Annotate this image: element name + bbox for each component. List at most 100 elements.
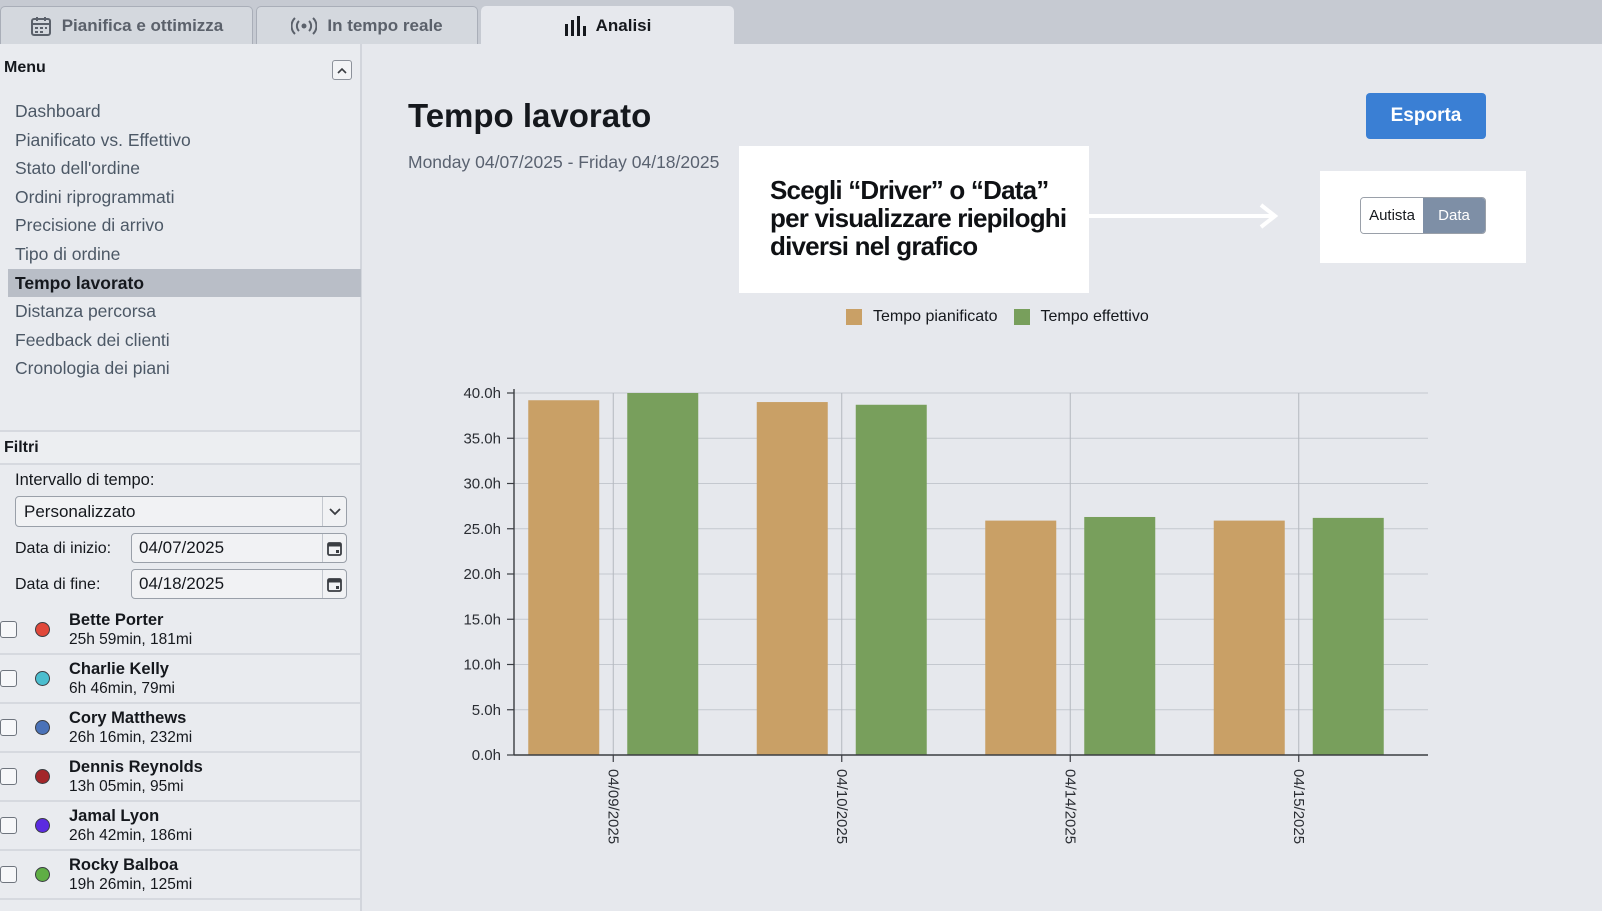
- time-range-select[interactable]: Personalizzato: [15, 496, 347, 527]
- driver-row[interactable]: Dennis Reynolds 13h 05min, 95mi: [0, 753, 360, 802]
- tab-label: Analisi: [595, 15, 652, 35]
- menu-item-planned-vs-actual[interactable]: Pianificato vs. Effettivo: [15, 129, 191, 150]
- menu-item-time-worked[interactable]: Tempo lavorato: [8, 268, 361, 298]
- driver-name: Cory Matthews: [69, 709, 187, 727]
- menu-item-plan-history[interactable]: Cronologia dei piani: [15, 358, 170, 379]
- group-by-toggle: Autista Data: [1360, 197, 1486, 234]
- driver-checkbox[interactable]: [0, 670, 17, 687]
- driver-row[interactable]: Jamal Lyon 26h 42min, 186mi: [0, 802, 360, 851]
- chevron-down-icon: [322, 497, 346, 526]
- legend-item[interactable]: Tempo effettivo: [1013, 308, 1149, 326]
- bar-chart-icon: [564, 15, 586, 36]
- time-range-value: Personalizzato: [24, 501, 136, 521]
- driver-color-dot: [35, 769, 50, 784]
- driver-name: Bette Porter: [69, 611, 164, 629]
- driver-stats: 13h 05min, 95mi: [69, 778, 184, 795]
- y-tick-label: 10.0h: [463, 657, 501, 674]
- y-tick-label: 40.0h: [463, 385, 501, 402]
- menu-list: Dashboard Pianificato vs. Effettivo Stat…: [8, 97, 361, 383]
- y-tick-label: 25.0h: [463, 521, 501, 538]
- bar-planned[interactable]: [1213, 520, 1285, 755]
- driver-name: Charlie Kelly: [69, 660, 169, 678]
- export-button[interactable]: Esporta: [1366, 93, 1486, 139]
- calendar-picker-icon[interactable]: [322, 534, 346, 562]
- bar-planned[interactable]: [756, 402, 828, 755]
- driver-checkbox[interactable]: [0, 768, 17, 785]
- bar-actual[interactable]: [627, 393, 699, 755]
- driver-color-dot: [35, 867, 50, 882]
- top-tab-bar: Pianifica e ottimizza In tempo reale Ana…: [0, 0, 1602, 44]
- bar-actual[interactable]: [855, 404, 927, 755]
- driver-name: Dennis Reynolds: [69, 758, 203, 776]
- driver-row[interactable]: Charlie Kelly 6h 46min, 79mi: [0, 655, 360, 704]
- driver-stats: 26h 42min, 186mi: [69, 827, 193, 844]
- toggle-date-option[interactable]: Data: [1423, 198, 1485, 233]
- broadcast-icon: [291, 16, 318, 36]
- driver-color-dot: [35, 720, 50, 735]
- bar-actual[interactable]: [1312, 517, 1384, 755]
- chevron-up-icon: [337, 61, 347, 79]
- driver-color-dot: [35, 671, 50, 686]
- time-range-label: Intervallo di tempo:: [15, 471, 155, 489]
- driver-checkbox[interactable]: [0, 621, 17, 638]
- driver-row[interactable]: Rocky Balboa 19h 26min, 125mi: [0, 851, 360, 900]
- tab-label: Pianifica e ottimizza: [61, 15, 224, 35]
- bar-planned[interactable]: [985, 520, 1057, 755]
- x-tick-label: 04/15/2025: [1290, 769, 1307, 844]
- menu-item-arrival-accuracy[interactable]: Precisione di arrivo: [15, 215, 164, 236]
- y-tick-label: 15.0h: [463, 611, 501, 628]
- driver-color-dot: [35, 818, 50, 833]
- y-tick-label: 35.0h: [463, 430, 501, 447]
- legend-swatch: [1013, 309, 1030, 325]
- end-date-input[interactable]: 04/18/2025: [131, 569, 347, 599]
- bar-planned[interactable]: [528, 400, 600, 755]
- menu-header: Menu: [0, 48, 360, 88]
- y-tick-label: 0.0h: [472, 747, 501, 764]
- tab-realtime[interactable]: In tempo reale: [256, 6, 478, 44]
- menu-item-rescheduled-orders[interactable]: Ordini riprogrammati: [15, 186, 175, 207]
- legend-item[interactable]: Tempo pianificato: [846, 308, 998, 326]
- driver-stats: 19h 26min, 125mi: [69, 876, 193, 893]
- start-date-label: Data di inizio:: [15, 540, 112, 557]
- tab-plan-optimize[interactable]: Pianifica e ottimizza: [0, 6, 253, 44]
- sidebar: Menu Dashboard Pianificato vs. Effettivo…: [0, 44, 362, 911]
- legend-swatch: [846, 309, 862, 325]
- calendar-picker-icon[interactable]: [322, 570, 346, 598]
- driver-stats: 25h 59min, 181mi: [69, 631, 193, 648]
- driver-row[interactable]: Cory Matthews 26h 16min, 232mi: [0, 704, 360, 753]
- filters-header: Filtri: [0, 430, 360, 465]
- chart-legend: Tempo pianificato Tempo effettivo: [846, 308, 1165, 326]
- legend-label: Tempo pianificato: [873, 308, 998, 325]
- calendar-icon: [30, 15, 52, 37]
- tab-label: In tempo reale: [327, 15, 443, 35]
- page-title: Tempo lavorato: [408, 97, 652, 134]
- driver-checkbox[interactable]: [0, 866, 17, 883]
- driver-checkbox[interactable]: [0, 719, 17, 736]
- menu-title: Menu: [4, 59, 46, 76]
- driver-checkbox[interactable]: [0, 817, 17, 834]
- date-range-subtitle: Monday 04/07/2025 - Friday 04/18/2025: [408, 152, 720, 172]
- group-by-panel: Autista Data: [1320, 171, 1526, 263]
- collapse-menu-button[interactable]: [332, 60, 352, 80]
- y-tick-label: 20.0h: [463, 566, 501, 583]
- driver-row[interactable]: Bette Porter 25h 59min, 181mi: [0, 606, 360, 655]
- end-date-label: Data di fine:: [15, 576, 101, 593]
- driver-stats: 6h 46min, 79mi: [69, 680, 175, 697]
- bar-actual[interactable]: [1084, 516, 1156, 755]
- driver-color-dot: [35, 622, 50, 637]
- toggle-driver-option[interactable]: Autista: [1361, 198, 1423, 233]
- menu-item-distance-traveled[interactable]: Distanza percorsa: [15, 301, 157, 322]
- menu-item-dashboard[interactable]: Dashboard: [15, 101, 101, 121]
- legend-label: Tempo effettivo: [1040, 308, 1149, 325]
- menu-item-customer-feedback[interactable]: Feedback dei clienti: [15, 329, 170, 350]
- tab-analysis[interactable]: Analisi: [481, 6, 734, 44]
- start-date-input[interactable]: 04/07/2025: [131, 533, 347, 563]
- menu-item-order-type[interactable]: Tipo di ordine: [15, 243, 121, 264]
- callout-text: Scegli “Driver” o “Data” per visualizzar…: [770, 175, 1067, 261]
- driver-list: Bette Porter 25h 59min, 181mi Charlie Ke…: [0, 606, 360, 900]
- menu-item-order-status[interactable]: Stato dell'ordine: [15, 158, 140, 179]
- y-tick-label: 5.0h: [472, 702, 501, 719]
- driver-name: Jamal Lyon: [69, 807, 160, 825]
- driver-name: Rocky Balboa: [69, 856, 179, 874]
- x-tick-label: 04/10/2025: [833, 769, 850, 844]
